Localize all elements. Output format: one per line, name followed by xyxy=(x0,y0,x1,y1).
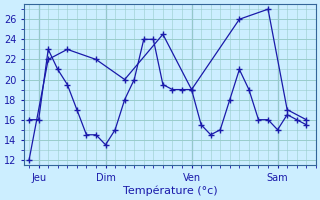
X-axis label: Température (°c): Température (°c) xyxy=(123,185,217,196)
